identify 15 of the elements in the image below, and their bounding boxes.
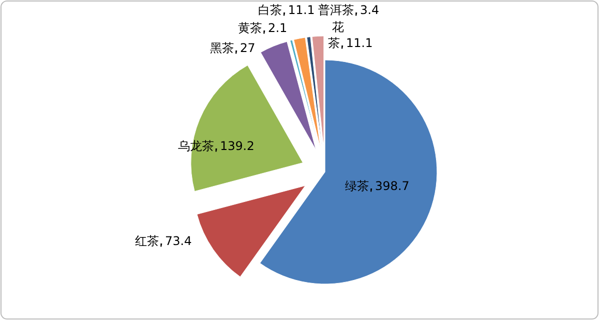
data-label: 27 (240, 41, 256, 55)
data-label: 73.4 (165, 234, 192, 248)
data-label: 139.2 (220, 139, 254, 153)
data-label: 11.1 (346, 36, 373, 50)
data-label: 398.7 (375, 179, 410, 193)
slice-label: 黑茶 (210, 41, 234, 55)
slice-label: 花茶 (328, 20, 344, 50)
data-label: 3.4 (360, 3, 380, 17)
data-label: 11.1 (288, 3, 315, 17)
slice-label: 白茶 (258, 3, 282, 17)
slice-label: 绿茶 (345, 179, 369, 193)
slice-label: 红茶 (135, 234, 159, 248)
slice-label: 普洱茶 (318, 3, 354, 17)
data-label: 2.1 (268, 21, 288, 35)
slice-label: 黄茶 (238, 21, 262, 35)
